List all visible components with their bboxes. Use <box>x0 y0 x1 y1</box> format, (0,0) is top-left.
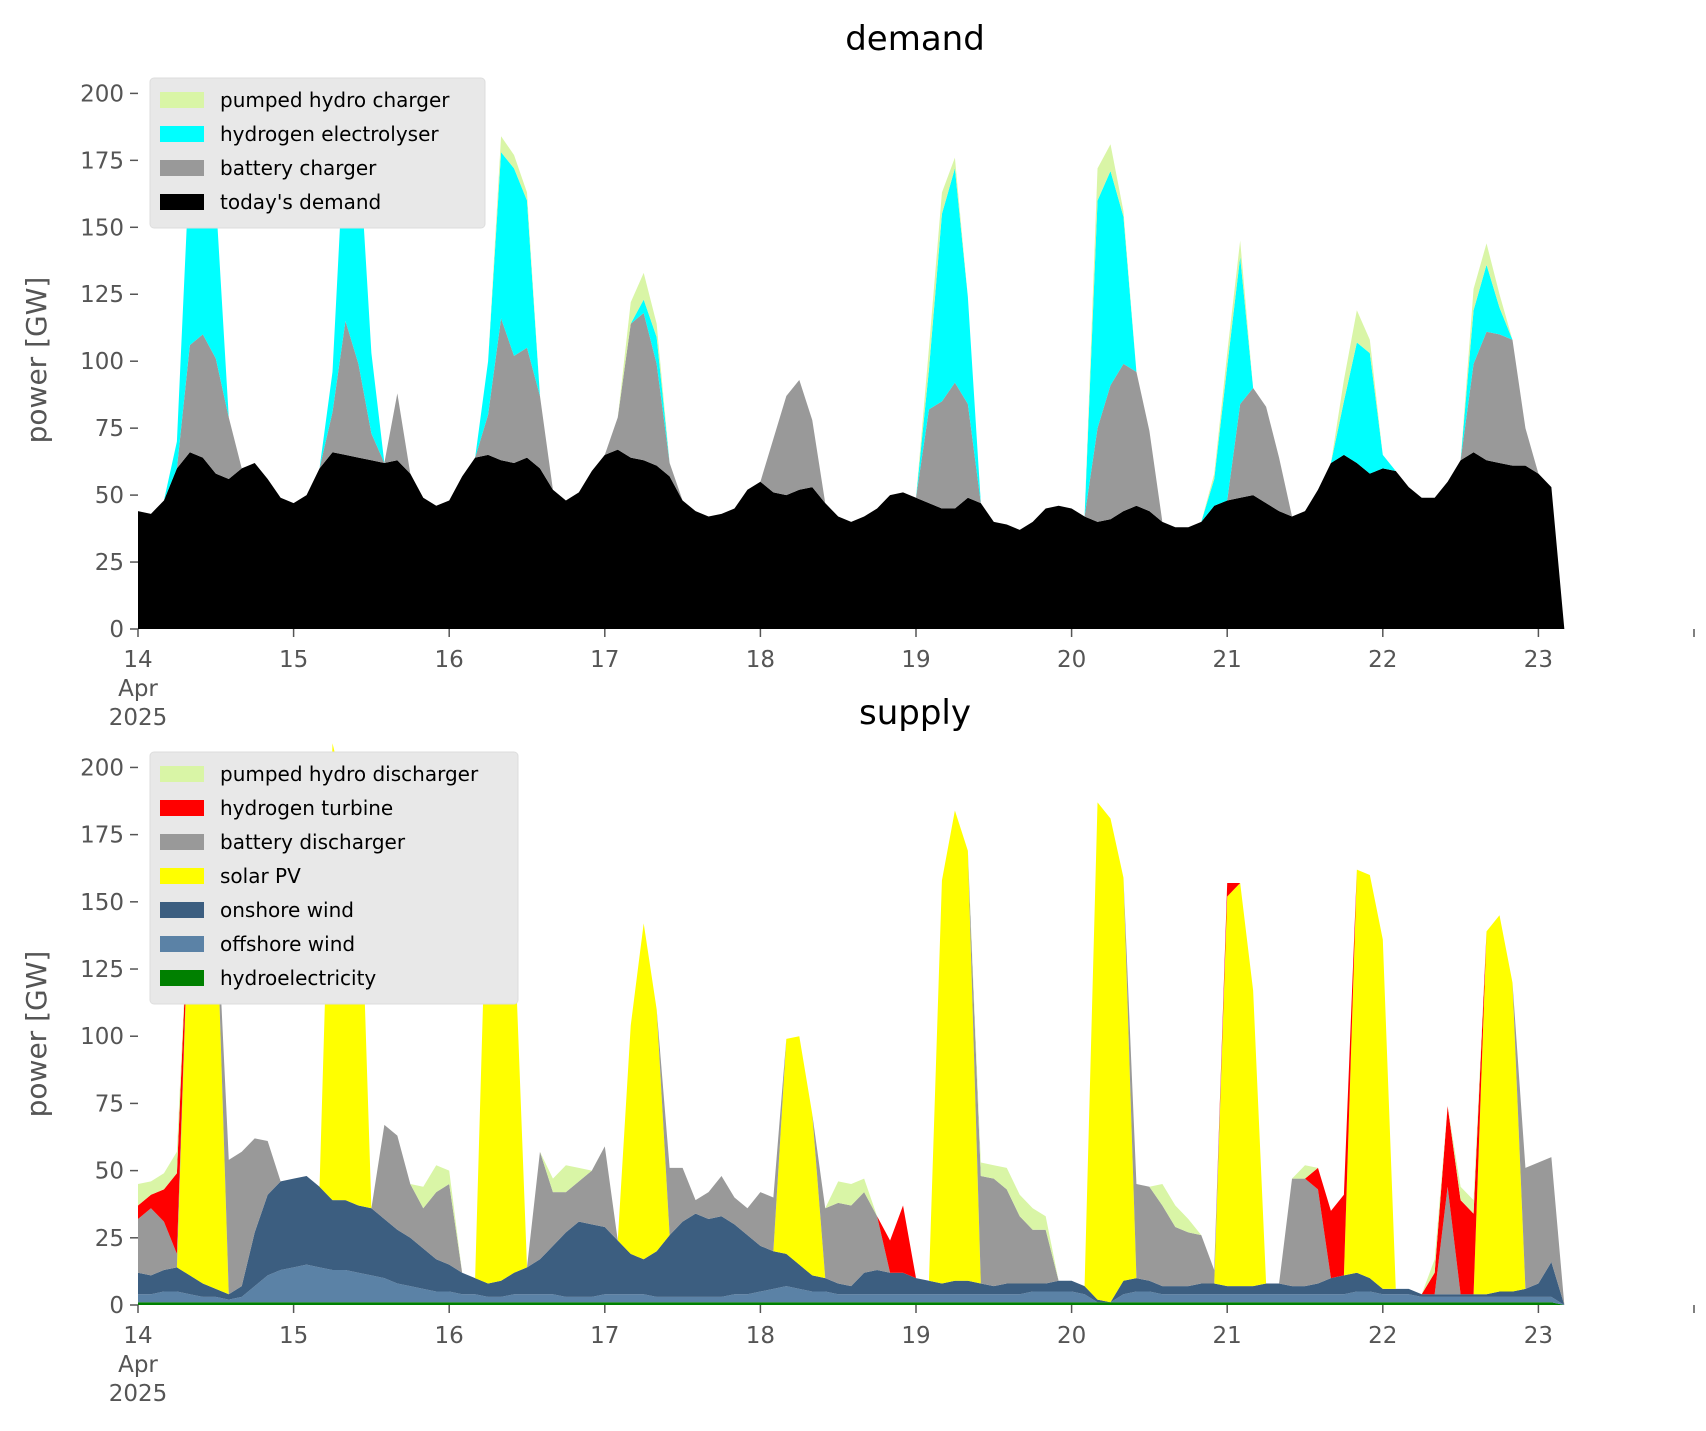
demand-x-ticks: 14 Apr 2025 15 16 17 18 19 20 21 22 23 <box>109 629 1695 731</box>
demand-x-tick-label: 14 Apr 2025 <box>109 647 168 731</box>
supply-y-tick-label: 125 <box>80 957 124 983</box>
supply-y-tick-label: 200 <box>80 755 124 781</box>
demand-legend-label-battery-charger: battery charger <box>220 156 377 180</box>
supply-x-tick-label: 21 <box>1213 1323 1242 1349</box>
demand-x-tick-label: 16 <box>435 647 464 673</box>
supply-area-battery-discharger <box>138 743 1694 1305</box>
supply-y-tick-label: 25 <box>95 1226 124 1252</box>
demand-x-tick-label: 20 <box>1057 647 1086 673</box>
demand-legend-box <box>149 77 486 229</box>
demand-legend-swatch-hydrogen-electrolyser <box>160 126 204 142</box>
demand-x-tick-label: 18 <box>746 647 775 673</box>
supply-legend-label-solar-pv: solar PV <box>220 864 301 888</box>
demand-areas <box>138 106 1694 629</box>
demand-legend-label-hydrogen-electrolyser: hydrogen electrolyser <box>220 122 439 146</box>
demand-legend-swatch-pumped-hydro-charger <box>160 92 204 108</box>
supply-area-onshore-wind <box>138 1175 1694 1305</box>
supply-x-tick-label: 20 <box>1057 1323 1086 1349</box>
supply-legend-label-battery-discharger: battery discharger <box>220 830 406 854</box>
supply-legend-swatch-pumped-hydro-discharger <box>160 766 204 782</box>
supply-legend-label-hydroelectricity: hydroelectricity <box>220 966 376 990</box>
supply-areas <box>138 743 1694 1305</box>
supply-legend-swatch-onshore-wind <box>160 902 204 918</box>
supply-area-offshore-wind <box>138 1264 1694 1305</box>
supply-legend-label-hydrogen-turbine: hydrogen turbine <box>220 796 393 820</box>
supply-y-axis-label: power [GW] <box>20 951 53 1118</box>
demand-x-tick-label: 15 <box>279 647 308 673</box>
supply-x-tick-label: 15 <box>279 1323 308 1349</box>
supply-y-tick-label: 150 <box>80 890 124 916</box>
demand-area-hydrogen-electrolyser <box>138 106 1694 629</box>
demand-y-tick-label: 25 <box>95 550 124 576</box>
demand-area-battery-charger <box>138 312 1694 629</box>
demand-area-today-s-demand <box>138 449 1694 629</box>
supply-x-tick-label: 18 <box>746 1323 775 1349</box>
supply-legend: pumped hydro discharger hydrogen turbine b… <box>149 751 519 1005</box>
supply-legend-swatch-battery-discharger <box>160 834 204 850</box>
demand-x-tick-label: 19 <box>901 647 930 673</box>
supply-legend-swatch-offshore-wind <box>160 936 204 952</box>
supply-area-hydroelectricity <box>138 1302 1694 1305</box>
supply-legend-label-pumped-hydro-discharger: pumped hydro discharger <box>220 762 479 786</box>
supply-legend-label-onshore-wind: onshore wind <box>220 898 354 922</box>
supply-y-tick-label: 175 <box>80 823 124 849</box>
demand-chart: demand power [GW] 0255075100125150175200… <box>20 19 1695 731</box>
supply-x-tick-label: 19 <box>901 1323 930 1349</box>
demand-legend-swatch-battery-charger <box>160 160 204 176</box>
supply-x-tick-label: 22 <box>1368 1323 1397 1349</box>
demand-y-axis-label: power [GW] <box>20 277 53 444</box>
supply-x-ticks: 14 Apr 2025 15 16 17 18 19 20 21 22 23 <box>109 1305 1695 1407</box>
demand-legend-label-today-s-demand: today's demand <box>220 190 381 214</box>
demand-x-tick-label: 23 <box>1524 647 1553 673</box>
demand-chart-title: demand <box>845 19 985 59</box>
demand-x-tick-label: 17 <box>590 647 619 673</box>
supply-legend-swatch-hydroelectricity <box>160 970 204 986</box>
demand-x-tick-label: 22 <box>1368 647 1397 673</box>
supply-chart: supply power [GW] 0255075100125150175200… <box>20 693 1695 1407</box>
supply-legend-box <box>149 751 519 1005</box>
demand-y-ticks: 0 25 50 75 100 125 150 175 200 <box>80 81 138 643</box>
demand-legend: pumped hydro charger hydrogen electrolyse… <box>149 77 486 229</box>
demand-y-tick-label: 200 <box>80 81 124 107</box>
demand-x-tick-label: 21 <box>1213 647 1242 673</box>
supply-x-tick-label: 14 Apr 2025 <box>109 1323 168 1407</box>
demand-y-tick-label: 175 <box>80 148 124 174</box>
demand-y-tick-label: 0 <box>109 617 124 643</box>
supply-y-ticks: 0 25 50 75 100 125 150 175 200 <box>80 755 138 1319</box>
demand-legend-swatch-today-s-demand <box>160 194 204 210</box>
supply-chart-title: supply <box>859 693 971 733</box>
demand-y-tick-label: 50 <box>95 483 124 509</box>
supply-legend-swatch-solar-pv <box>160 868 204 884</box>
demand-y-tick-label: 125 <box>80 282 124 308</box>
supply-y-tick-label: 50 <box>95 1159 124 1185</box>
supply-y-tick-label: 0 <box>109 1293 124 1319</box>
demand-y-tick-label: 75 <box>95 416 124 442</box>
demand-y-tick-label: 150 <box>80 215 124 241</box>
supply-x-tick-label: 16 <box>435 1323 464 1349</box>
demand-y-tick-label: 100 <box>80 349 124 375</box>
supply-y-tick-label: 75 <box>95 1091 124 1117</box>
demand-legend-label-pumped-hydro-charger: pumped hydro charger <box>220 88 450 112</box>
supply-x-tick-label: 17 <box>590 1323 619 1349</box>
supply-x-tick-label: 23 <box>1524 1323 1553 1349</box>
supply-legend-label-offshore-wind: offshore wind <box>220 932 355 956</box>
supply-y-tick-label: 100 <box>80 1024 124 1050</box>
supply-legend-swatch-hydrogen-turbine <box>160 800 204 816</box>
supply-area-solar-pv <box>138 743 1694 1305</box>
